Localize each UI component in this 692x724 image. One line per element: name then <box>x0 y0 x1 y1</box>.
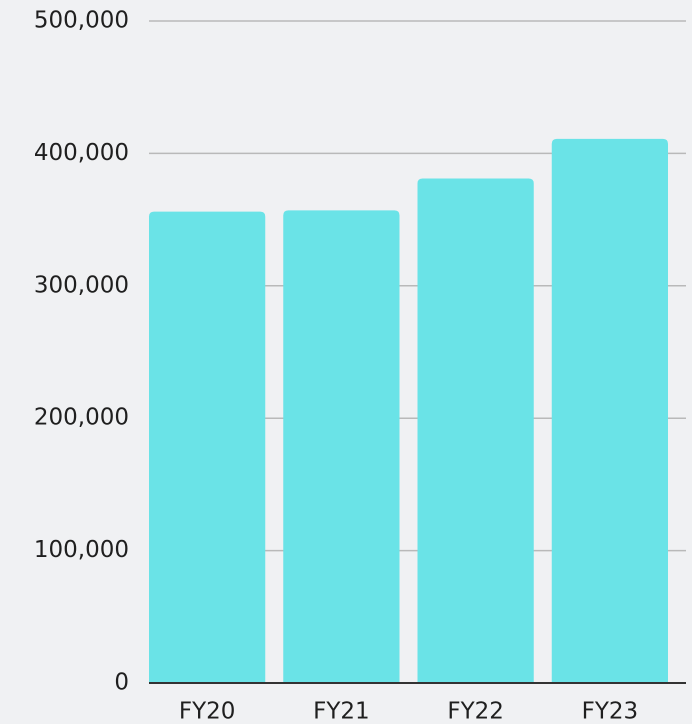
y-tick-label: 100,000 <box>34 537 129 563</box>
y-tick-label: 0 <box>114 670 129 696</box>
y-tick-label: 400,000 <box>34 140 129 166</box>
x-tick-label: FY23 <box>582 699 639 724</box>
y-axis-tick-labels: 0 100,000 200,000 300,000 400,000 500,000 <box>34 8 129 696</box>
x-tick-label: FY22 <box>447 699 504 724</box>
x-tick-label: FY20 <box>179 699 236 724</box>
y-tick-label: 500,000 <box>34 8 129 34</box>
bar-fy21 <box>283 210 400 683</box>
bars <box>149 138 668 683</box>
bar-fy20 <box>149 211 266 683</box>
bar-fy22 <box>417 178 534 683</box>
y-tick-label: 200,000 <box>34 405 129 431</box>
y-tick-label: 300,000 <box>34 272 129 298</box>
x-tick-label: FY21 <box>313 699 370 724</box>
x-axis-tick-labels: FY20 FY21 FY22 FY23 <box>179 699 638 724</box>
bar-fy23 <box>551 138 668 683</box>
